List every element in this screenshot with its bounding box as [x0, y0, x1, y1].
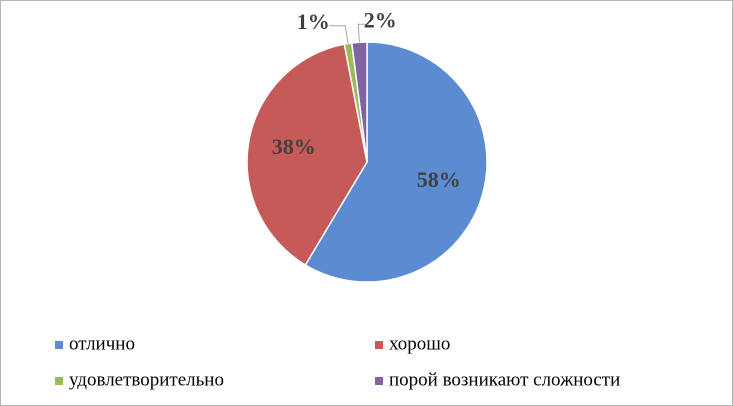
- legend-swatch: [55, 341, 63, 349]
- data-label: 38%: [272, 134, 316, 159]
- legend-label: отлично: [69, 333, 135, 354]
- leader-line: [357, 23, 369, 43]
- pie-slice: [304, 41, 488, 283]
- legend-swatch: [375, 341, 383, 349]
- legend-label: удовлетворительно: [69, 369, 224, 390]
- legend-label: порой возникают сложности: [389, 369, 620, 390]
- data-label: 2%: [364, 7, 397, 32]
- legend-swatch: [55, 377, 63, 385]
- data-label: 1%: [297, 9, 330, 34]
- legend-label: хорошо: [389, 333, 450, 354]
- legend-swatch: [375, 377, 383, 385]
- data-label: 58%: [417, 167, 461, 192]
- pie-slice: [246, 43, 368, 266]
- leader-line: [329, 25, 349, 44]
